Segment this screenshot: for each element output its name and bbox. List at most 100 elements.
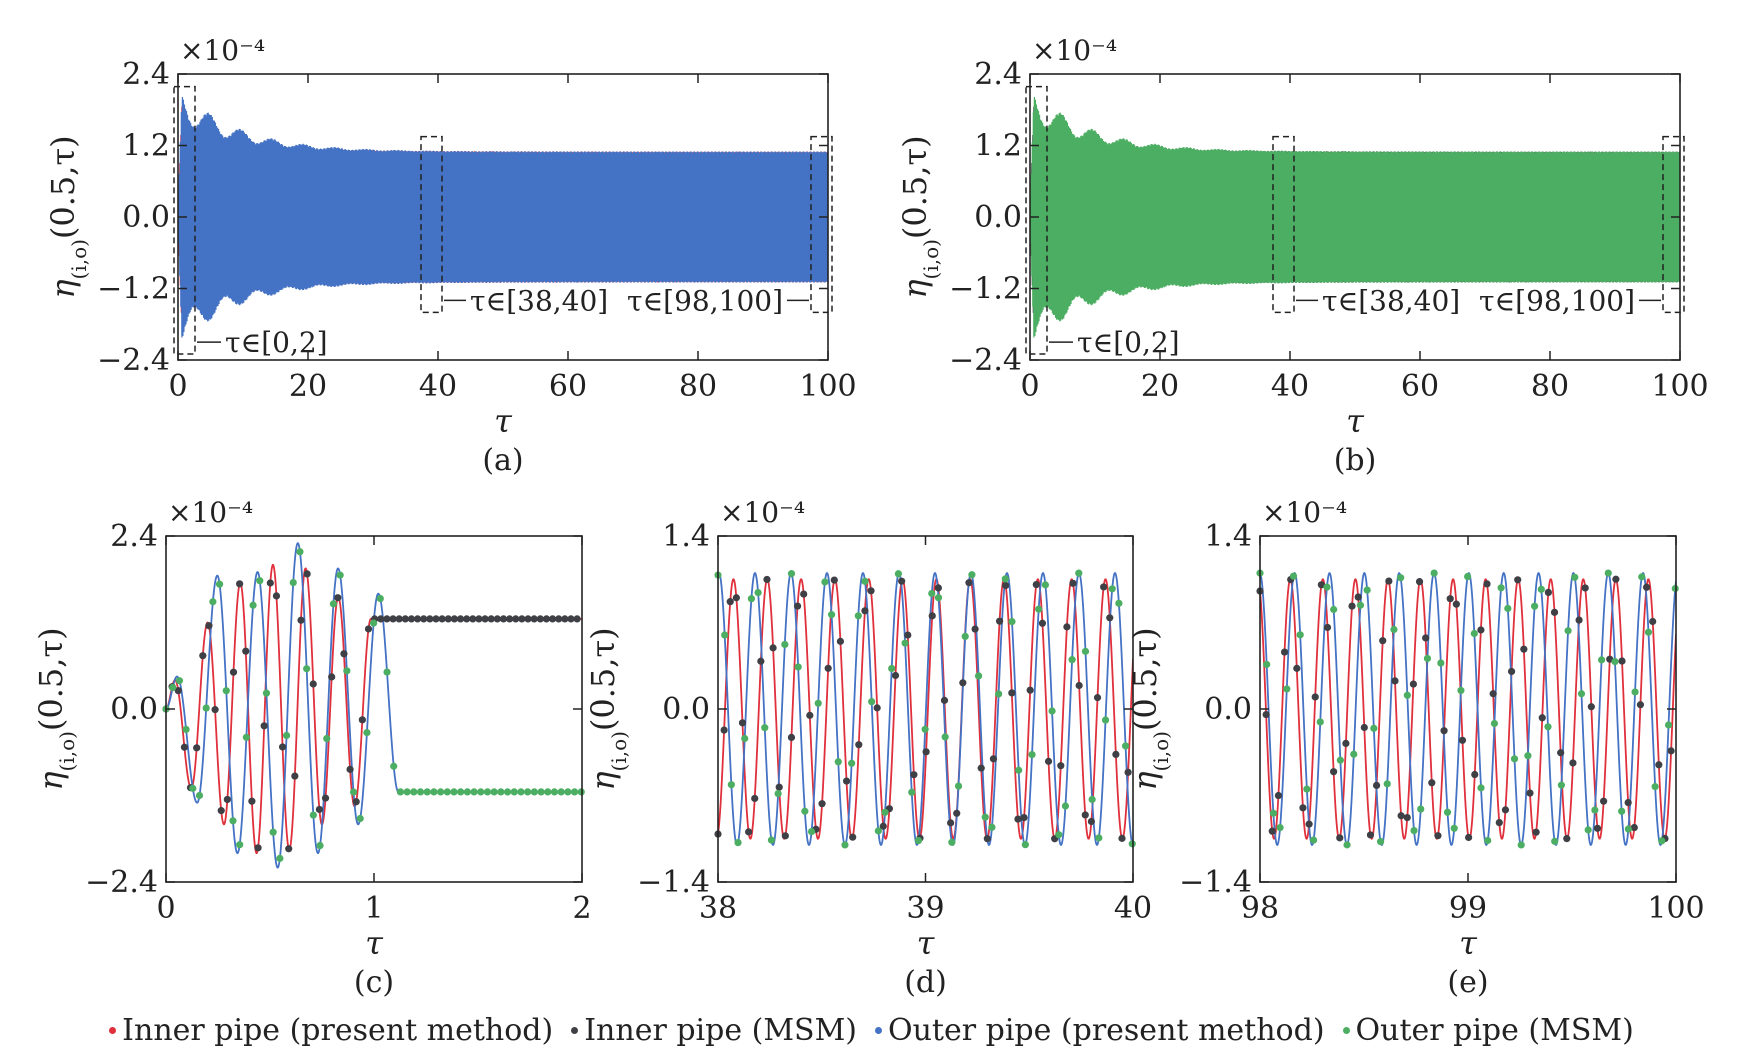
series-inner-msm — [714, 575, 1132, 843]
data-point — [309, 680, 317, 688]
data-point — [818, 800, 826, 808]
legend-item: Inner pipe (MSM) — [571, 1013, 857, 1048]
data-point — [1495, 819, 1503, 827]
data-point — [1397, 574, 1405, 582]
exponent-label: ×10⁻⁴ — [1032, 34, 1117, 67]
data-point — [1280, 648, 1289, 656]
data-point — [289, 578, 297, 587]
y-axis-label: η(i,o)(0.5,τ) — [896, 135, 943, 298]
data-point — [1409, 680, 1417, 688]
data-point — [787, 570, 796, 578]
data-point — [242, 647, 250, 655]
data-point — [1087, 817, 1095, 826]
data-point — [530, 788, 538, 796]
data-point — [296, 548, 304, 556]
data-point — [745, 828, 753, 836]
data-point — [1611, 658, 1619, 666]
data-point — [1028, 750, 1036, 759]
data-point — [1100, 583, 1108, 591]
plot-frame — [165, 535, 583, 883]
data-point — [1336, 834, 1344, 842]
data-point — [1296, 631, 1304, 639]
series-inner-msm — [162, 570, 581, 853]
data-point — [1379, 637, 1387, 645]
data-point — [463, 615, 471, 623]
data-point — [1638, 573, 1646, 581]
data-point — [1410, 826, 1418, 835]
annotation-label: τ∈[38,40] — [470, 284, 608, 317]
data-point — [1385, 577, 1393, 585]
exponent-label: ×10⁻⁴ — [1262, 496, 1347, 529]
data-point — [721, 631, 729, 639]
data-point — [1550, 608, 1559, 616]
data-point — [1507, 667, 1516, 676]
legend-label: Outer pipe (present method) — [888, 1012, 1325, 1048]
data-point — [908, 788, 916, 796]
data-point — [413, 615, 422, 623]
series-inner-present — [718, 578, 1133, 840]
data-point — [995, 690, 1003, 698]
data-point — [1289, 572, 1298, 580]
data-point — [1531, 602, 1539, 610]
data-point — [193, 744, 201, 752]
data-point — [487, 615, 495, 623]
zoom-box — [173, 85, 196, 355]
data-point — [329, 600, 338, 608]
x-tick-label: 39 — [906, 891, 944, 926]
data-point — [1584, 826, 1592, 834]
data-point — [1430, 569, 1438, 577]
data-point — [557, 788, 565, 796]
data-point — [894, 570, 903, 578]
data-point — [1450, 824, 1458, 832]
data-point — [490, 788, 498, 796]
data-point — [959, 679, 967, 687]
data-point — [1118, 834, 1126, 842]
data-point — [195, 791, 204, 800]
x-axis-label: τ — [917, 924, 936, 962]
data-point — [888, 664, 896, 673]
data-point — [364, 625, 373, 633]
data-point — [1664, 721, 1673, 729]
data-point — [751, 794, 759, 803]
data-point — [1048, 707, 1056, 715]
data-point — [726, 598, 734, 606]
x-tick-label: 0 — [156, 891, 175, 926]
data-point — [873, 704, 881, 712]
data-point — [506, 615, 514, 623]
data-point — [757, 657, 765, 665]
data-point — [921, 725, 929, 733]
data-point — [801, 807, 809, 815]
data-point — [1360, 723, 1368, 732]
x-tick-label: 40 — [1271, 369, 1309, 404]
data-point — [904, 631, 912, 639]
data-point — [738, 719, 747, 727]
data-point — [1372, 781, 1381, 790]
data-point — [1376, 838, 1385, 846]
data-point — [1403, 691, 1411, 699]
data-point — [1458, 736, 1467, 744]
data-point — [849, 833, 857, 841]
data-point — [450, 788, 458, 796]
data-point — [175, 677, 183, 685]
data-point — [548, 615, 557, 623]
data-point — [1323, 623, 1332, 632]
data-point — [988, 823, 996, 831]
data-point — [1356, 601, 1365, 609]
y-tick-label: −2.4 — [85, 865, 158, 900]
y-tick-label: 1.2 — [122, 129, 170, 164]
x-tick-label: 20 — [289, 369, 327, 404]
data-point — [1465, 833, 1473, 842]
data-point — [497, 788, 505, 796]
data-point — [769, 644, 777, 652]
data-point — [1063, 623, 1071, 631]
series-outer-present — [1260, 571, 1676, 847]
data-point — [995, 617, 1004, 625]
data-point — [1020, 813, 1028, 822]
data-point — [260, 722, 268, 730]
data-point — [542, 615, 551, 623]
data-point — [934, 584, 942, 592]
data-point — [470, 788, 478, 796]
legend-marker — [571, 1026, 579, 1034]
data-point — [794, 663, 802, 671]
data-point — [407, 615, 416, 623]
